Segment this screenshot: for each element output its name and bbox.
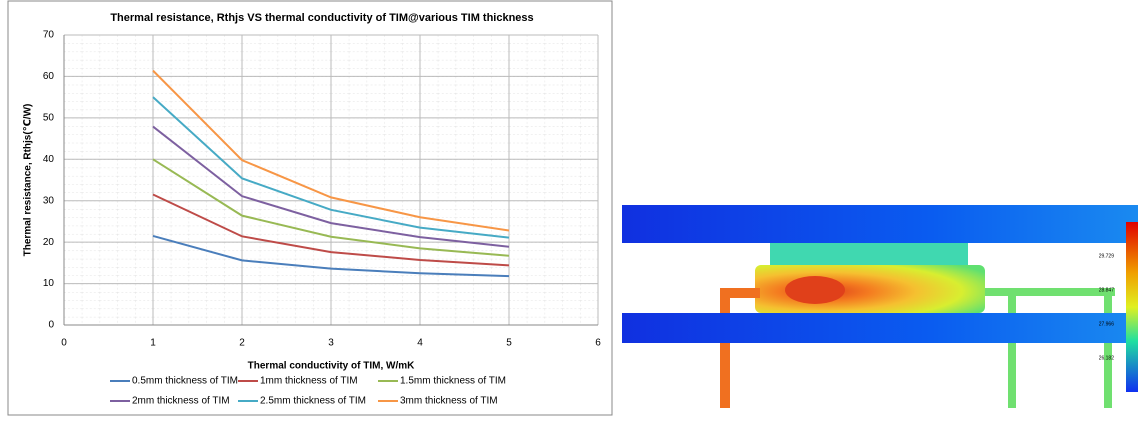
x-tick-label: 6 (595, 338, 601, 349)
legend-label: 2mm thickness of TIM (132, 396, 230, 407)
legend-label: 3mm thickness of TIM (400, 396, 498, 407)
thermal-image: 29.729 28.847 27.966 26.182 (622, 185, 1138, 416)
y-tick-label: 70 (43, 30, 55, 41)
legend-label: 1mm thickness of TIM (260, 376, 358, 387)
screenshot: Thermal resistance, Rthjs VS thermal con… (0, 0, 1138, 416)
y-tick-label: 10 (43, 278, 55, 289)
y-axis-label: Thermal resistance, Rthjs(℃/W) (23, 104, 34, 257)
x-tick-label: 2 (239, 338, 245, 349)
chart-title: Thermal resistance, Rthjs VS thermal con… (110, 12, 533, 24)
legend-label: 1.5mm thickness of TIM (400, 376, 506, 387)
hotspot (785, 276, 845, 304)
x-tick-label: 1 (150, 338, 156, 349)
pipe-right-down (1008, 288, 1016, 408)
y-tick-label: 50 (43, 112, 55, 123)
pipe-left-down (720, 288, 730, 408)
y-tick-label: 20 (43, 237, 55, 248)
y-tick-label: 60 (43, 71, 55, 82)
y-tick-label: 30 (43, 195, 55, 206)
top-plate (622, 205, 1138, 243)
color-scale (1126, 222, 1138, 392)
y-tick-label: 0 (48, 320, 54, 331)
x-axis-label: Thermal conductivity of TIM, W/mK (248, 361, 415, 372)
legend-label: 2.5mm thickness of TIM (260, 396, 366, 407)
x-tick-label: 4 (417, 338, 423, 349)
scale-label: 26.182 (1099, 355, 1115, 361)
x-tick-label: 5 (506, 338, 512, 349)
pipe-right (985, 288, 1115, 296)
scale-label: 28.847 (1099, 287, 1115, 293)
scale-label: 27.966 (1099, 321, 1115, 327)
legend-label: 0.5mm thickness of TIM (132, 376, 238, 387)
x-tick-label: 3 (328, 338, 334, 349)
x-tick-label: 0 (61, 338, 67, 349)
y-tick-label: 40 (43, 154, 55, 165)
bottom-plate (622, 313, 1138, 343)
pipe-right-down-2 (1104, 288, 1112, 408)
scale-label: 29.729 (1099, 253, 1115, 259)
